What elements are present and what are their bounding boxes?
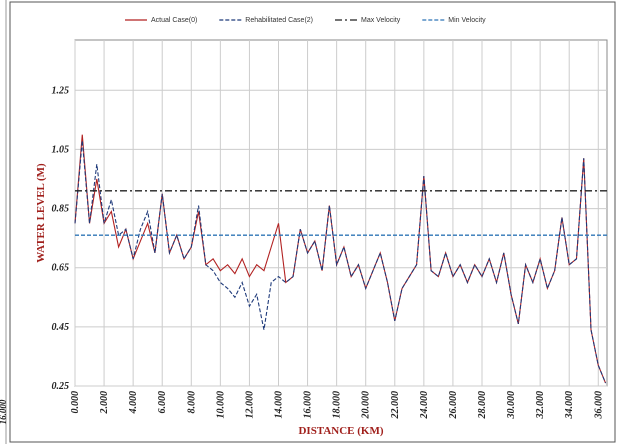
x-tick-label: 26.000 xyxy=(448,391,459,420)
x-tick-label: 24.000 xyxy=(419,391,430,420)
x-tick-label: 14.000 xyxy=(273,391,284,419)
x-tick-label: 16.000 xyxy=(303,391,314,419)
x-tick-label: 22.000 xyxy=(390,391,401,420)
x-tick-label: 2.000 xyxy=(99,391,110,415)
x-tick-label: 28.000 xyxy=(477,391,488,420)
x-tick-label: 34.000 xyxy=(564,391,575,420)
x-tick-label: 18.000 xyxy=(332,391,343,419)
background-fragment: 16.000 xyxy=(0,399,8,424)
y-tick-label: 1.05 xyxy=(52,144,70,155)
legend-label: Min Velocity xyxy=(448,17,486,24)
y-tick-label: 0.85 xyxy=(52,204,70,215)
x-tick-label: 32.000 xyxy=(535,391,546,420)
y-tick-label: 1.25 xyxy=(52,85,70,96)
series-line xyxy=(74,140,607,384)
x-tick-label: 6.000 xyxy=(157,391,168,414)
plot-area xyxy=(74,39,608,387)
x-tick-label: 8.000 xyxy=(186,391,197,414)
y-tick-label: 0.65 xyxy=(52,263,70,274)
y-tick-label: 0.45 xyxy=(52,322,70,333)
x-tick-label: 30.000 xyxy=(506,391,517,420)
x-tick-label: 10.000 xyxy=(215,391,226,419)
x-tick-label: 4.000 xyxy=(128,391,139,415)
x-tick-label: 36.000 xyxy=(593,391,604,420)
x-tick-label: 20.000 xyxy=(361,391,372,420)
x-axis-title: DISTANCE (KM) xyxy=(298,425,383,437)
legend-label: Max Velocity xyxy=(361,17,401,24)
legend-label: Rehabilitated Case(2) xyxy=(245,17,313,24)
y-tick-label: 0.25 xyxy=(52,381,70,392)
x-tick-label: 12.000 xyxy=(244,391,255,419)
x-tick-label: 0.000 xyxy=(70,391,81,414)
chart-border xyxy=(9,1,616,443)
legend-label: Actual Case(0) xyxy=(151,17,197,24)
y-axis-title: WATER LEVEL (M) xyxy=(35,163,47,263)
